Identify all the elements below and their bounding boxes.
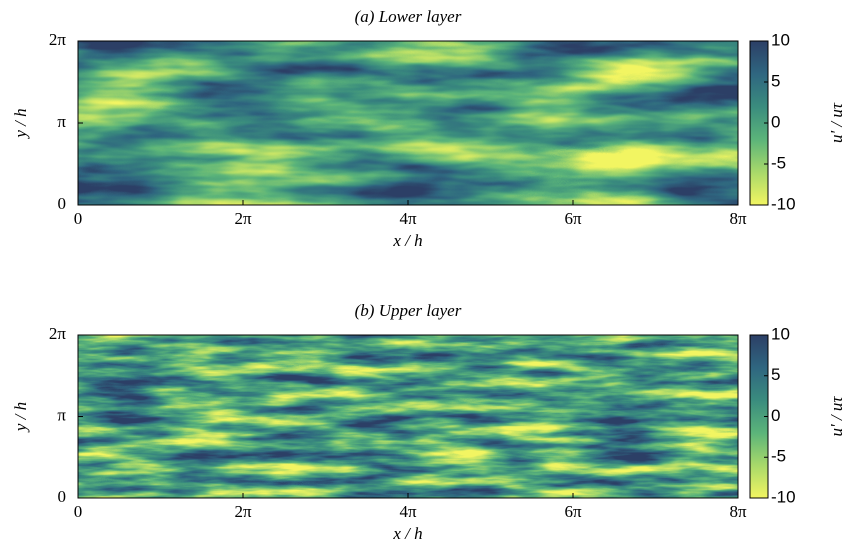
colorbar-tick-label: 0: [771, 112, 780, 131]
x-tick-label: 2π: [234, 502, 252, 521]
y-tick-label: 2π: [49, 30, 67, 49]
y-tick-label: 0: [58, 487, 67, 506]
colorbar-tick-label: 0: [771, 406, 780, 425]
x-tick-label: 8π: [729, 209, 747, 228]
x-axis-label: x / h: [392, 524, 422, 543]
x-tick-label: 0: [74, 209, 83, 228]
x-tick-label: 4π: [399, 502, 417, 521]
y-axis-label: y / h: [11, 108, 30, 139]
colorbar-label: u' / uτ: [827, 102, 846, 143]
colorbar-tick-label: -10: [771, 194, 796, 213]
heatmap-field: [78, 335, 738, 498]
x-tick-label: 8π: [729, 502, 747, 521]
y-tick-label: π: [57, 112, 66, 131]
y-tick-label: 2π: [49, 324, 67, 343]
x-tick-label: 6π: [564, 209, 582, 228]
colorbar-tick-label: -10: [771, 487, 796, 506]
colorbar-tick-label: 5: [771, 365, 780, 384]
x-tick-label: 2π: [234, 209, 252, 228]
colorbar-tick-label: 5: [771, 71, 780, 90]
y-tick-label: π: [57, 405, 66, 424]
colorbar-tick-label: -5: [771, 153, 786, 172]
colorbar-tick-label: 10: [771, 30, 790, 49]
colorbar-tick-label: -5: [771, 447, 786, 466]
y-tick-label: 0: [58, 194, 67, 213]
panel-title: (a) Lower layer: [355, 7, 462, 26]
colorbar-label: u' / uτ: [827, 396, 846, 437]
heatmap-field: [78, 41, 738, 205]
colorbar-tick-label: 10: [771, 324, 790, 343]
panel-title: (b) Upper layer: [355, 301, 462, 320]
y-axis-label: y / h: [11, 402, 30, 433]
x-tick-label: 4π: [399, 209, 417, 228]
x-axis-label: x / h: [392, 231, 422, 250]
x-tick-label: 6π: [564, 502, 582, 521]
x-tick-label: 0: [74, 502, 83, 521]
